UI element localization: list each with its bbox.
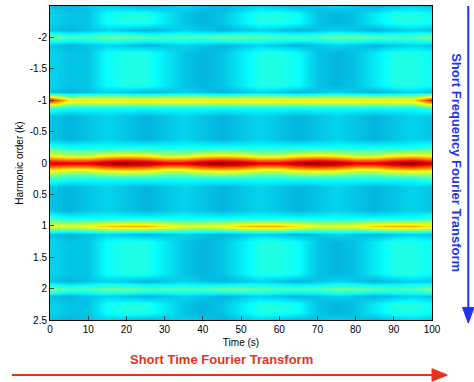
svg-text:0.5: 0.5: [33, 189, 47, 200]
svg-text:30: 30: [159, 324, 171, 335]
svg-text:50: 50: [235, 324, 247, 335]
svg-text:-1.5: -1.5: [30, 63, 48, 74]
svg-text:Short Time Fourier Transform: Short Time Fourier Transform: [130, 352, 313, 367]
svg-text:-2: -2: [38, 32, 47, 43]
svg-text:70: 70: [312, 324, 324, 335]
svg-text:20: 20: [121, 324, 133, 335]
svg-text:40: 40: [197, 324, 209, 335]
svg-text:10: 10: [83, 324, 95, 335]
svg-text:Time (s): Time (s): [223, 337, 259, 348]
svg-text:Harmonic order (k): Harmonic order (k): [14, 121, 25, 204]
svg-text:0: 0: [41, 158, 47, 169]
svg-text:100: 100: [424, 324, 441, 335]
svg-text:90: 90: [388, 324, 400, 335]
svg-text:1.5: 1.5: [33, 252, 47, 263]
svg-text:2.5: 2.5: [33, 315, 47, 326]
svg-text:-1: -1: [38, 95, 47, 106]
svg-text:2: 2: [41, 283, 47, 294]
svg-text:-0.5: -0.5: [30, 126, 48, 137]
svg-text:80: 80: [350, 324, 362, 335]
svg-text:Short Frequency Fourier Transf: Short Frequency Fourier Transform: [449, 53, 464, 272]
svg-text:0: 0: [47, 324, 53, 335]
svg-text:1: 1: [41, 220, 47, 231]
svg-text:60: 60: [274, 324, 286, 335]
